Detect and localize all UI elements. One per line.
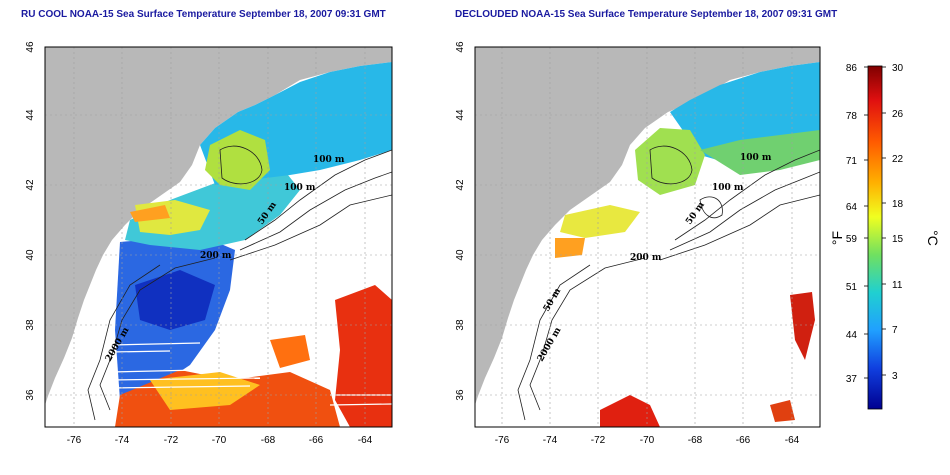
y-tick: 38 [455, 319, 466, 331]
left-map-frame [44, 46, 393, 428]
fahrenheit-tick: 64 [846, 202, 858, 213]
right-map-sst-red-blob-small [770, 400, 795, 422]
left-map-bathymetry [87, 145, 392, 421]
right-map-sst-red-blob-east [790, 292, 815, 360]
x-tick: -64 [358, 435, 373, 446]
fahrenheit-tick: 71 [846, 156, 858, 167]
y-tick: 42 [455, 179, 466, 191]
left-map-title: RU COOL NOAA-15 Sea Surface Temperature … [21, 9, 386, 20]
right-map-y-ticks: 46 44 42 40 38 36 [455, 41, 466, 401]
right-map-grid [475, 47, 820, 427]
right-map-land [475, 47, 820, 405]
celsius-tick: 11 [892, 280, 903, 291]
y-tick: 42 [25, 179, 36, 191]
x-tick: -68 [261, 435, 276, 446]
y-tick: 36 [455, 389, 466, 401]
left-map-sst-gulf-maine [205, 130, 270, 190]
right-map-frame [474, 46, 821, 428]
x-tick: -76 [495, 435, 510, 446]
y-tick: 36 [25, 389, 36, 401]
fahrenheit-tick: 78 [846, 111, 858, 122]
fahrenheit-tick: 51 [846, 282, 858, 293]
fahrenheit-tick: 44 [846, 330, 858, 341]
x-tick: -72 [591, 435, 606, 446]
right-map-sst-orange-patch [555, 238, 585, 258]
colorbar-celsius-ticks: 30 26 22 18 15 11 7 3 [892, 63, 904, 382]
x-tick: -76 [67, 435, 82, 446]
left-contour-label-100m-a: 100 m [313, 155, 345, 165]
y-tick: 44 [455, 109, 466, 121]
y-tick: 38 [25, 319, 36, 331]
x-tick: -74 [115, 435, 130, 446]
right-map-bathymetry [517, 145, 820, 421]
left-map-sst-deep-blue [135, 270, 215, 330]
fahrenheit-tick: 59 [846, 234, 858, 245]
x-tick: -66 [309, 435, 324, 446]
x-tick: -70 [212, 435, 227, 446]
x-tick: -72 [164, 435, 179, 446]
x-tick: -74 [543, 435, 558, 446]
right-map-title: DECLOUDED NOAA-15 Sea Surface Temperatur… [455, 9, 838, 20]
celsius-tick: 15 [892, 234, 904, 245]
x-tick: -66 [736, 435, 751, 446]
fahrenheit-tick: 86 [846, 63, 858, 74]
left-map-y-ticks: 46 44 42 40 38 36 [25, 41, 36, 401]
celsius-tick: 18 [892, 199, 904, 210]
left-map-sst-warm-patch [270, 335, 310, 368]
left-map: 100 m 100 m 50 m 200 m 2000 m -76 -74 -7… [25, 41, 393, 446]
left-contour-label-100m-b: 100 m [284, 183, 316, 193]
celsius-tick: 3 [892, 371, 898, 382]
left-map-grid [45, 47, 392, 427]
right-contour-label-200m: 200 m [630, 253, 662, 263]
right-map-sst-red-blob-south [600, 395, 660, 427]
fahrenheit-tick: 37 [846, 374, 858, 385]
celsius-tick: 30 [892, 63, 904, 74]
y-tick: 46 [25, 41, 36, 53]
x-tick: -68 [688, 435, 703, 446]
celsius-tick: 26 [892, 109, 904, 120]
y-tick: 40 [25, 249, 36, 261]
left-map-land [45, 47, 392, 405]
colorbar-fahrenheit-unit: °F [829, 231, 845, 245]
y-tick: 40 [455, 249, 466, 261]
right-map-sst-shelf-green [700, 130, 820, 175]
right-map: 100 m 100 m 50 m 200 m 50 m 2000 m -76 -… [455, 41, 821, 446]
right-contour-label-100m-a: 100 m [740, 153, 772, 163]
colorbar-gradient [867, 65, 883, 410]
right-map-x-ticks: -76 -74 -72 -70 -68 -66 -64 [495, 435, 800, 446]
left-map-sst-coastal-orange [130, 205, 170, 222]
right-contour-label-100m-b: 100 m [712, 183, 744, 193]
celsius-tick: 7 [892, 325, 898, 336]
left-contour-label-200m: 200 m [200, 251, 232, 261]
x-tick: -64 [785, 435, 800, 446]
left-map-sst-warm-yellow [150, 372, 260, 410]
left-map-sst-warm-east [335, 285, 392, 427]
colorbar-tick-marks [864, 66, 886, 379]
right-map-sst-yellow-patch [560, 205, 640, 238]
colorbar-fahrenheit-ticks: 86 78 71 64 59 51 44 37 [846, 63, 858, 385]
colorbar: 86 78 71 64 59 51 44 37 30 26 22 18 15 1… [829, 63, 941, 410]
celsius-tick: 22 [892, 154, 904, 165]
left-map-x-ticks: -76 -74 -72 -70 -68 -66 -64 [67, 435, 373, 446]
colorbar-celsius-unit: °C [925, 230, 941, 246]
y-tick: 44 [25, 109, 36, 121]
x-tick: -70 [640, 435, 655, 446]
y-tick: 46 [455, 41, 466, 53]
